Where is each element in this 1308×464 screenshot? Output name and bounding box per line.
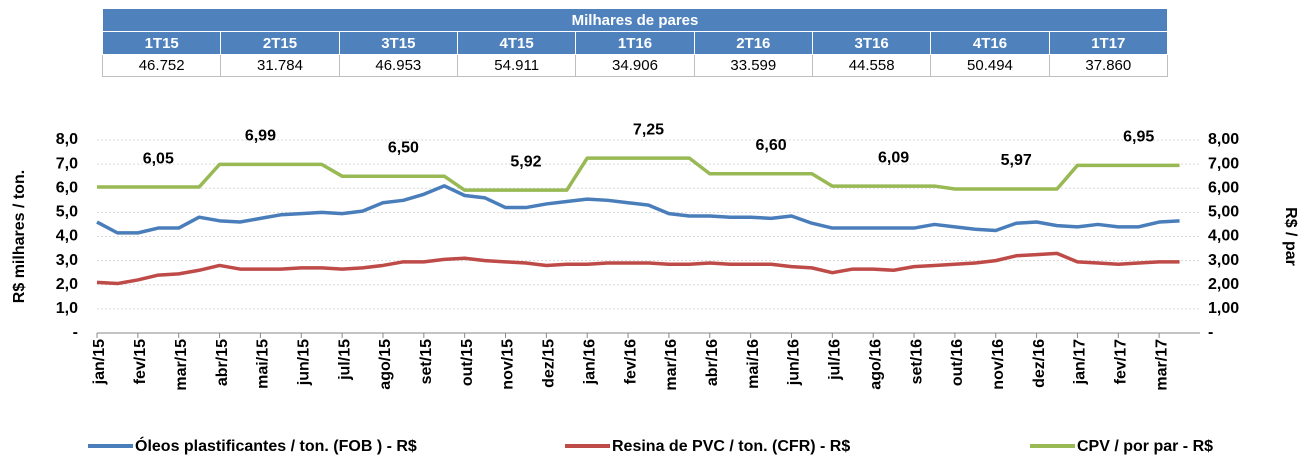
column-header: 2T15: [220, 31, 340, 55]
y-tick-label: 6,0: [56, 179, 78, 196]
data-label: 5,97: [1001, 152, 1032, 169]
y-tick-label: -: [73, 324, 78, 341]
legend-label: Óleos plastificantes / ton. (FOB ) - R$: [135, 436, 417, 455]
header-row: 1T15 2T15 3T15 4T15 1T16 2T16 3T16 4T16 1T17: [101, 31, 1169, 55]
x-tick-label: jul/15: [336, 339, 353, 381]
column-header: 2T16: [693, 31, 813, 55]
x-tick-label: abr/15: [214, 339, 231, 386]
legend-label: Resina de PVC / ton. (CFR) - R$: [612, 438, 850, 455]
x-tick-label: set/15: [418, 339, 435, 384]
x-tick-label: mar/16: [663, 339, 680, 391]
cell: 44.558: [811, 54, 932, 77]
series-line: [96, 184, 1180, 235]
x-tick-label: fev/17: [1113, 339, 1130, 384]
x-tick-label: ago/16: [867, 339, 884, 390]
x-tick-label: nov/16: [990, 339, 1007, 390]
x-tick-label: jun/16: [786, 339, 803, 386]
y2-tick-label: 8,00: [1208, 131, 1239, 148]
y2-tick-label: 1,00: [1208, 300, 1239, 317]
series-line: [96, 251, 1180, 286]
column-header: 1T17: [1048, 31, 1169, 55]
x-tick-label: fev/16: [622, 339, 639, 384]
y2-tick-label: 7,00: [1208, 155, 1239, 172]
data-label: 6,95: [1123, 129, 1154, 146]
column-header: 3T15: [338, 31, 458, 55]
y2-tick-label: 3,00: [1208, 252, 1239, 269]
legend-label: CPV / por par - R$: [1077, 438, 1213, 455]
x-tick-label: out/16: [949, 339, 966, 386]
y2-tick-label: 4,00: [1208, 228, 1239, 245]
cell: 50.494: [930, 54, 1050, 77]
x-tick-label: mai/15: [255, 339, 272, 389]
table-title: Milhares de pares: [102, 8, 1168, 32]
y2-tick-label: 5,00: [1208, 204, 1239, 221]
data-table: Milhares de pares 1T15 2T15 3T15 4T15 1T16 2T…: [101, 8, 1169, 77]
x-tick-label: jan/16: [581, 339, 598, 385]
value-row: 46.752 31.784 46.953 54.911 34.906 33.599 44.5…: [101, 54, 1169, 77]
series-line: [97, 156, 1180, 192]
y2-tick-label: 6,00: [1208, 179, 1239, 196]
data-label: 6,09: [878, 149, 909, 166]
y-tick-label: 3,0: [56, 252, 78, 269]
y-tick-label: 4,0: [56, 228, 78, 245]
data-label: 6,60: [755, 137, 786, 154]
x-tick-label: dez/16: [1031, 339, 1048, 388]
x-tick-label: fev/15: [132, 339, 149, 384]
data-label: 5,92: [510, 153, 541, 170]
x-tick-label: jul/16: [827, 339, 844, 381]
y2-axis-title: R$ / par: [1282, 207, 1299, 266]
column-header: 4T16: [930, 31, 1050, 55]
x-tick-label: mar/15: [173, 339, 190, 391]
data-label: 6,99: [245, 128, 276, 145]
y2-tick-label: -: [1208, 324, 1213, 341]
y-tick-label: 5,0: [56, 204, 78, 221]
cell: 54.911: [456, 54, 577, 77]
x-tick-label: ago/15: [377, 339, 394, 390]
cell: 37.860: [1048, 54, 1169, 77]
cell: 46.752: [101, 54, 222, 77]
data-label: 7,25: [633, 121, 664, 138]
x-tick-label: jan/15: [91, 339, 108, 385]
y-tick-label: 8,0: [56, 131, 78, 148]
cell: 31.784: [220, 54, 340, 77]
x-tick-label: mar/17: [1153, 339, 1170, 391]
x-tick-label: jan/17: [1072, 339, 1089, 385]
y2-tick-label: 2,00: [1208, 276, 1239, 293]
x-tick-label: out/15: [459, 339, 476, 386]
x-tick-label: nov/15: [500, 339, 517, 390]
data-label: 6,05: [143, 150, 174, 167]
x-tick-label: set/16: [908, 339, 925, 384]
y-tick-label: 7,0: [56, 155, 78, 172]
y-tick-label: 2,0: [56, 276, 78, 293]
cell: 33.599: [693, 54, 813, 77]
data-label: 6,50: [388, 139, 419, 156]
y-axis-title: R$ milhares / ton.: [11, 170, 28, 303]
x-tick-label: jun/15: [295, 339, 312, 386]
x-tick-label: mai/16: [745, 339, 762, 389]
x-tick-label: abr/16: [704, 339, 721, 386]
cell: 46.953: [338, 54, 458, 77]
y-tick-label: 1,0: [56, 300, 78, 317]
x-tick-label: dez/15: [541, 339, 558, 388]
column-header: 4T15: [456, 31, 577, 55]
cell: 34.906: [575, 54, 695, 77]
